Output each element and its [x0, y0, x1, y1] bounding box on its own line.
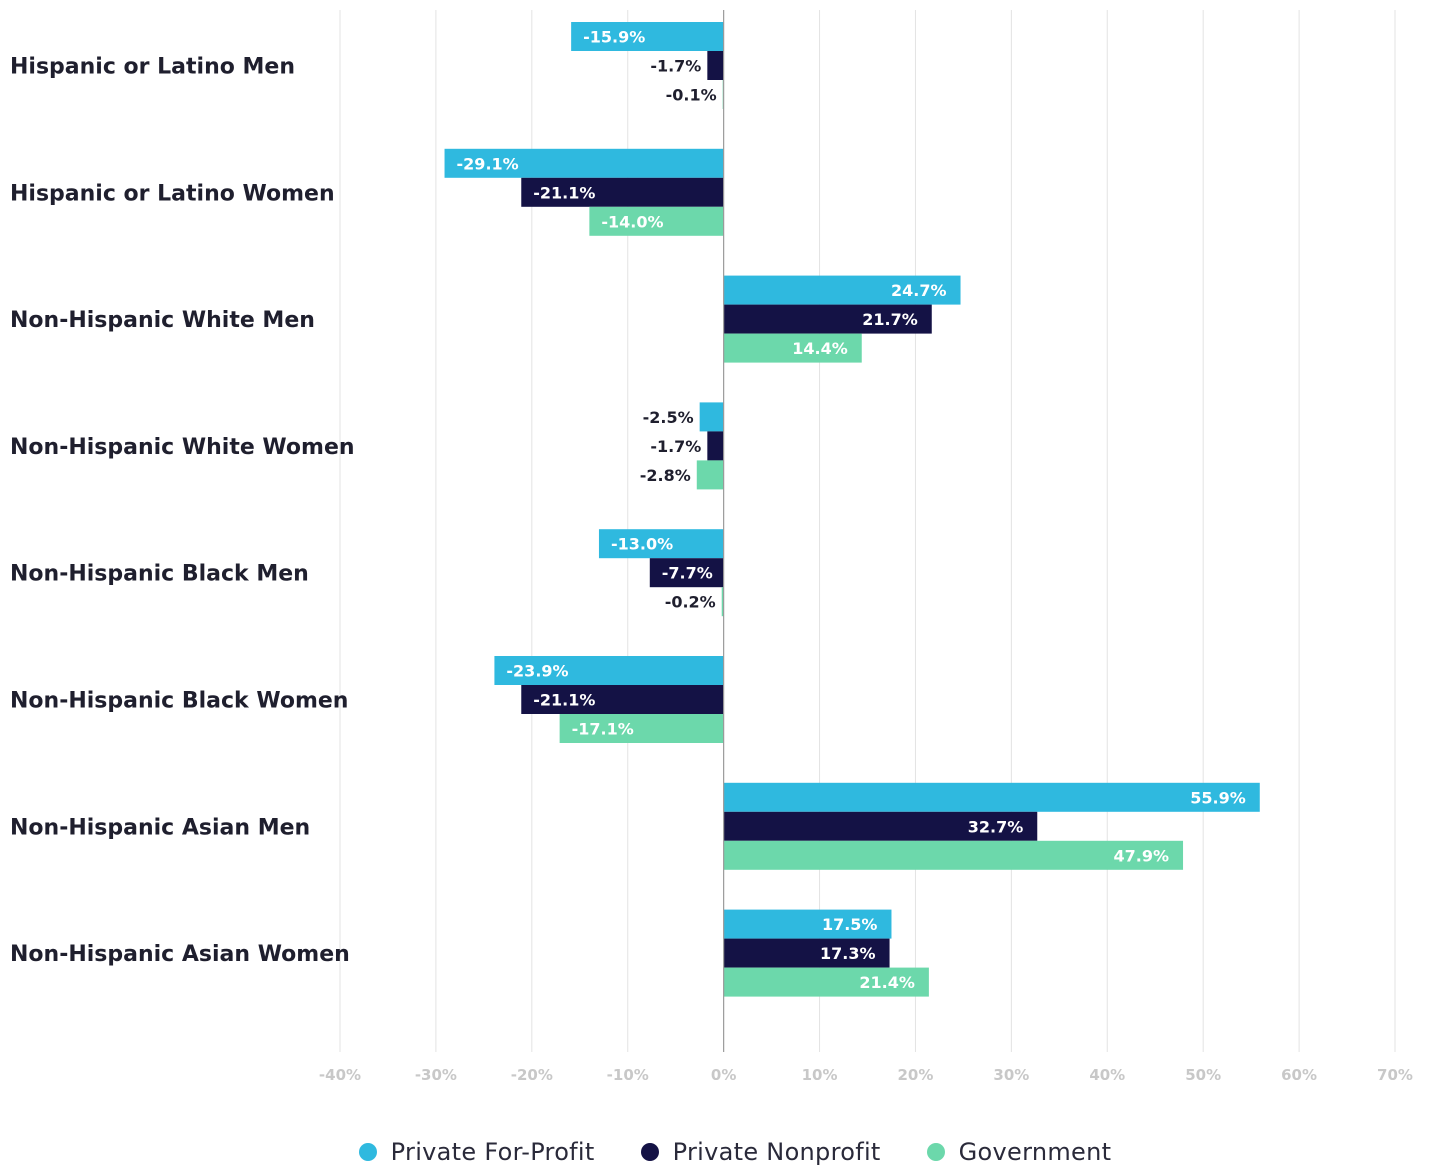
x-tick-label: 10% — [802, 1066, 838, 1084]
data-label-private-nonprofit: -1.7% — [650, 57, 701, 76]
category-label: Non-Hispanic Asian Women — [10, 942, 350, 967]
data-label-government: 47.9% — [1114, 846, 1170, 865]
data-label-private-for-profit: -23.9% — [506, 662, 568, 681]
data-label-government: -0.2% — [665, 593, 716, 612]
data-label-government: 21.4% — [859, 973, 915, 992]
x-tick-label: 0% — [711, 1066, 736, 1084]
bar-private-for-profit — [699, 402, 724, 432]
bar-private-nonprofit — [521, 177, 724, 207]
bar-government — [721, 587, 724, 617]
legend-label-private-for-profit: Private For-Profit — [390, 1138, 595, 1166]
legend-label-private-nonprofit: Private Nonprofit — [672, 1138, 881, 1166]
data-label-private-for-profit: -29.1% — [457, 154, 519, 173]
data-label-private-nonprofit: 17.3% — [820, 944, 876, 963]
bar-private-nonprofit — [723, 304, 932, 334]
bar-private-nonprofit — [521, 685, 724, 714]
legend-item-government: Government — [926, 1138, 1112, 1166]
category-label: Non-Hispanic White Men — [10, 308, 315, 333]
bar-private-for-profit — [723, 275, 961, 305]
bar-private-nonprofit — [707, 51, 724, 80]
data-label-private-for-profit: -2.5% — [643, 408, 694, 427]
legend-swatch-private-nonprofit — [640, 1143, 659, 1161]
bar-government — [559, 714, 724, 743]
category-label: Hispanic or Latino Women — [10, 181, 335, 206]
bar-private-nonprofit — [723, 811, 1038, 841]
data-label-private-for-profit: -13.0% — [611, 535, 673, 554]
x-tick-label: 70% — [1377, 1066, 1413, 1084]
legend: Private For-Profit Private Nonprofit Gov… — [0, 1134, 1430, 1170]
category-label: Non-Hispanic Black Men — [10, 562, 309, 587]
x-tick-label: 30% — [993, 1066, 1029, 1084]
legend-label-government: Government — [958, 1138, 1112, 1166]
legend-item-private-nonprofit: Private Nonprofit — [640, 1138, 881, 1166]
bar-government — [723, 333, 862, 363]
data-label-private-nonprofit: -1.7% — [650, 437, 701, 456]
x-tick-label: -40% — [319, 1066, 361, 1084]
bar-private-for-profit — [571, 22, 724, 51]
x-tick-label: 50% — [1185, 1066, 1221, 1084]
bar-private-for-profit — [444, 148, 724, 178]
data-label-government: -2.8% — [640, 466, 691, 485]
x-tick-label: -20% — [511, 1066, 553, 1084]
data-label-government: -14.0% — [601, 212, 663, 231]
bars: -15.9% -1.7% -0.1% -29.1% -21.1% -14.0% 24.7% 2… — [444, 22, 1260, 997]
x-tick-label: 60% — [1281, 1066, 1317, 1084]
bar-private-for-profit — [723, 909, 892, 939]
bar-private-for-profit — [723, 782, 1260, 812]
legend-swatch-government — [926, 1143, 945, 1161]
x-tick-label: -10% — [607, 1066, 649, 1084]
data-label-private-nonprofit: 32.7% — [968, 817, 1024, 836]
bar-private-nonprofit — [723, 938, 890, 968]
x-axis-ticks: -40% -30% -20% -10% 0% 10% 20% 30% 40% 50% 60% 70% — [319, 1066, 1413, 1084]
x-tick-label: -30% — [415, 1066, 457, 1084]
bar-chart: -15.9% -1.7% -0.1% -29.1% -21.1% -14.0% 24.7% 2… — [10, 10, 1413, 1084]
bar-government — [696, 460, 724, 490]
category-label: Non-Hispanic Black Women — [10, 689, 348, 714]
bar-government — [723, 967, 929, 997]
data-label-private-nonprofit: -7.7% — [662, 564, 713, 583]
data-label-government: -0.1% — [666, 86, 717, 105]
data-label-private-for-profit: 55.9% — [1190, 788, 1246, 807]
data-label-government: 14.4% — [792, 339, 848, 358]
data-label-private-nonprofit: 21.7% — [862, 310, 918, 329]
data-label-private-for-profit: 24.7% — [891, 281, 947, 300]
data-label-private-nonprofit: -21.1% — [533, 691, 595, 710]
legend-item-private-for-profit: Private For-Profit — [358, 1138, 595, 1166]
data-label-private-nonprofit: -21.1% — [533, 183, 595, 202]
category-label: Hispanic or Latino Men — [10, 55, 295, 80]
bar-private-nonprofit — [649, 558, 724, 588]
bar-government — [589, 206, 724, 236]
bar-private-for-profit — [494, 656, 724, 685]
category-labels: Hispanic or Latino Men Hispanic or Latino… — [10, 55, 355, 968]
legend-swatch-private-for-profit — [358, 1143, 377, 1161]
bar-private-for-profit — [598, 529, 724, 559]
category-label: Non-Hispanic Asian Men — [10, 815, 310, 840]
bar-private-nonprofit — [707, 431, 724, 461]
x-tick-label: 20% — [898, 1066, 934, 1084]
data-label-private-for-profit: -15.9% — [583, 28, 645, 47]
data-label-government: -17.1% — [572, 720, 634, 739]
bar-government — [723, 840, 1184, 870]
x-tick-label: 40% — [1089, 1066, 1125, 1084]
data-label-private-for-profit: 17.5% — [822, 915, 878, 934]
category-label: Non-Hispanic White Women — [10, 435, 355, 460]
